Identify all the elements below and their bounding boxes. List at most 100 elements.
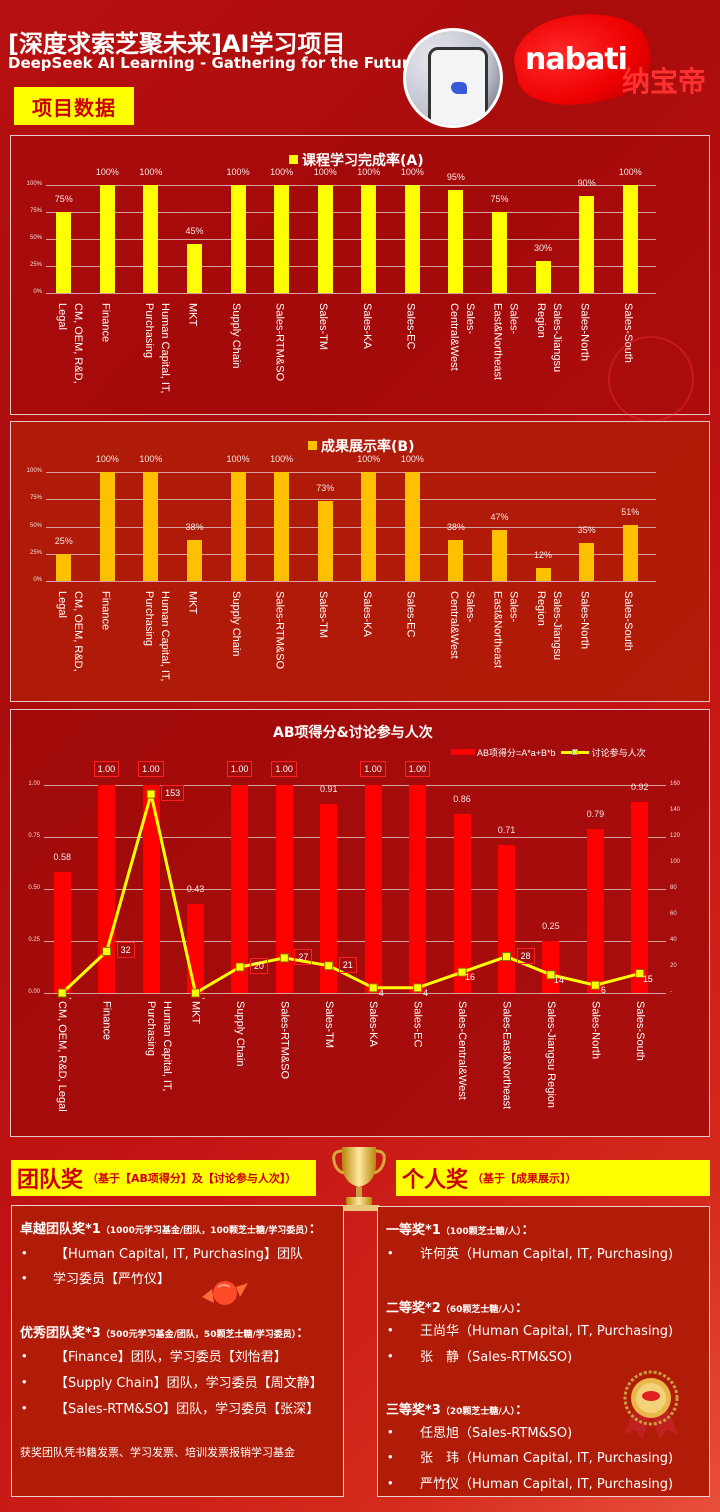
legend-swatch-bar — [451, 749, 475, 755]
value-label: 1.00 — [271, 761, 297, 777]
value-label: 100% — [400, 454, 424, 464]
y-tick-label: 50% — [29, 235, 42, 241]
x-axis-label: Sales-KA — [360, 303, 373, 349]
value-label: 1.00 — [93, 761, 120, 777]
x-axis-label: Sales-RTM&SO — [278, 1001, 291, 1080]
line-marker — [635, 969, 645, 978]
deepseek-whale-icon — [451, 82, 467, 94]
y-tick-label-left: 0.50 — [28, 885, 40, 891]
bar — [320, 803, 338, 993]
gridline — [46, 581, 656, 582]
bar — [492, 529, 507, 581]
y-tick-label-right: 20 — [670, 963, 677, 969]
y-tick-label: 75% — [29, 495, 42, 502]
value-label: 1.00 — [226, 761, 253, 777]
line-value-label: 4 — [423, 987, 429, 998]
y-tick-label: 0% — [33, 289, 42, 295]
value-label: 51% — [621, 507, 640, 518]
y-tick-label-left: 1.00 — [28, 781, 40, 787]
chart-title: AB项得分&讨论参与人次 — [273, 725, 433, 741]
page-title: [深度求索芝聚未来]AI学习项目 — [8, 30, 346, 58]
x-axis-label: Sales-TM — [317, 591, 330, 639]
bar — [453, 814, 471, 993]
gridline — [44, 941, 666, 942]
outstanding-team-award-label: 优秀团队奖*3（500元学习基金/团队，50颗芝士糖/学习委员）： — [20, 1326, 310, 1341]
y-tick-label-left: 0.25 — [28, 937, 40, 943]
y-tick-label-right: 120 — [670, 833, 681, 839]
x-axis-label: Finance — [99, 591, 112, 631]
gridline — [44, 837, 666, 838]
value-label: 100% — [313, 167, 337, 177]
y-tick-label: 25% — [29, 549, 42, 556]
value-label: 100% — [270, 167, 294, 177]
line-value-label: - — [68, 993, 72, 1003]
gridline — [46, 553, 656, 555]
value-label: 35% — [577, 524, 596, 535]
bar — [56, 553, 72, 581]
line-marker — [57, 988, 67, 998]
header: [深度求索芝聚未来]AI学习项目 DeepSeek AI Learning - … — [0, 0, 720, 135]
line-marker — [102, 946, 112, 956]
third-prize-label: 三等奖*3（20颗芝士糖/人）： — [386, 1403, 529, 1418]
value-label: 47% — [490, 511, 509, 522]
x-axis-label: Sales-North — [578, 591, 591, 650]
section-badge: 项目数据 — [14, 87, 134, 125]
value-label: 90% — [577, 177, 596, 188]
x-axis-label: MKT — [186, 591, 199, 615]
y-tick-label-left: 0.00 — [28, 989, 40, 995]
y-tick-label-right: 40 — [670, 937, 677, 943]
value-label: 73% — [316, 483, 335, 494]
bar — [187, 539, 202, 581]
line-value-label: 6 — [600, 985, 606, 996]
trophy-icon — [332, 1147, 386, 1211]
chart-ab-score: AB项得分&讨论参与人次 AB项得分=A*a+B*b 讨论参与人次 0.00 0.… — [10, 709, 710, 1137]
line-marker — [368, 983, 378, 993]
bar — [143, 472, 159, 581]
list-item: 【Finance】团队，学习委员【刘怡君】 — [55, 1350, 287, 1365]
nabati-university-stamp-icon — [608, 336, 694, 422]
x-axis-label: MKT — [189, 1001, 202, 1025]
x-axis-label: CM, OEM, R&D, Legal — [55, 591, 84, 672]
legend-swatch — [289, 155, 298, 164]
x-axis-label: Human Capital, IT, Purchasing — [142, 303, 171, 394]
x-axis-label: Sales-North — [589, 1001, 602, 1060]
x-axis-label: Human Capital, IT, Purchasing — [145, 1001, 174, 1092]
line-marker — [413, 983, 423, 993]
x-axis-label: Sales-Central&West — [456, 1001, 469, 1100]
value-label: 100% — [95, 454, 119, 464]
value-label: 0.91 — [320, 783, 338, 794]
y-tick-label: 25% — [29, 262, 42, 268]
y-tick-label-right: - — [670, 989, 672, 995]
value-label: 45% — [185, 226, 204, 237]
value-label: 38% — [185, 521, 204, 532]
x-axis-label: Human Capital, IT, Purchasing — [142, 591, 171, 682]
bar — [535, 260, 551, 293]
value-label: 0.92 — [631, 781, 649, 792]
gridline — [46, 212, 656, 213]
gridline — [44, 993, 666, 994]
x-axis-label: Sales-RTM&SO — [273, 303, 286, 382]
value-label: 0.25 — [542, 921, 560, 931]
team-award-box: 卓越团队奖*1（1000元学习基金/团队，100颗芝士糖/学习委员）： • 【H… — [11, 1205, 344, 1497]
gridline — [46, 266, 656, 267]
bar — [579, 542, 595, 581]
team-award-header: 团队奖 （基于【AB项得分】及【讨论参与人次】） — [11, 1160, 316, 1196]
bar — [364, 785, 382, 993]
footnote: 获奖团队凭书籍发票、学习发票、培训发票报销学习基金 — [20, 1446, 295, 1459]
value-label: 75% — [490, 194, 509, 204]
chart-showcase-rate: 成果展示率(B) 0% 25% 50% 75% 100% 25% CM, OEM, R&D,… — [10, 421, 710, 702]
list-item: 王尚华（Human Capital, IT, Purchasing) — [420, 1324, 674, 1339]
bar — [99, 185, 115, 293]
line-marker — [279, 953, 289, 963]
list-item: 张 玮（Human Capital, IT, Purchasing) — [420, 1451, 674, 1466]
medal-icon — [623, 1370, 679, 1440]
value-label: 100% — [226, 167, 250, 177]
x-axis-label: Finance — [99, 303, 112, 343]
y-tick-label-left: 0.75 — [28, 833, 40, 839]
gridline — [44, 889, 666, 890]
value-label: 100% — [618, 167, 642, 177]
line-marker — [191, 988, 200, 998]
page-subtitle: DeepSeek AI Learning - Gathering for the… — [8, 54, 420, 72]
line-marker — [324, 961, 334, 971]
line-value-label: 14 — [553, 974, 564, 985]
